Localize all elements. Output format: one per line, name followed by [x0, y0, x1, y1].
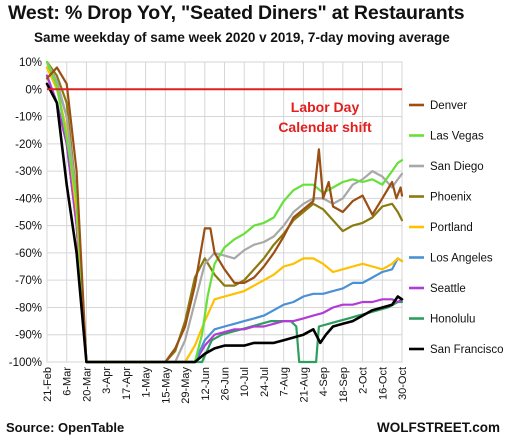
x-tick-label: 21-Feb	[42, 367, 54, 402]
annotation-label: Calendar shift	[278, 119, 372, 135]
x-tick-label: 26-Jun	[220, 367, 232, 401]
y-tick-label: -70%	[15, 275, 42, 287]
y-axis-tick-labels: 10% 0% -10% -20% -30% -40% -50% -60% -70% -80% -90…	[9, 57, 42, 369]
series-line-denver	[45, 66, 404, 364]
legend-label-san-diego: San Diego	[430, 161, 484, 173]
y-tick-label: -50%	[15, 221, 42, 233]
legend-label-phoenix: Phoenix	[430, 192, 472, 204]
y-tick-label: -60%	[15, 248, 42, 260]
y-tick-label: -90%	[15, 330, 42, 342]
series-line-san-francisco	[45, 82, 404, 364]
x-tick-label: 2-Oct	[358, 367, 370, 394]
y-tick-label: -20%	[15, 139, 42, 151]
legend-label-honolulu: Honolulu	[430, 314, 475, 326]
brand-watermark: WOLFSTREET.com	[376, 420, 500, 435]
x-tick-label: 3-Apr	[101, 367, 113, 394]
legend-label-portland: Portland	[430, 222, 473, 234]
chart-title: West: % Drop YoY, "Seated Diners" at Res…	[8, 2, 465, 24]
x-tick-label: 6-Mar	[62, 367, 74, 396]
annotation-label: Labor Day	[291, 99, 360, 115]
x-tick-label: 1-May	[141, 367, 153, 398]
y-tick-label: 0%	[25, 84, 42, 96]
x-tick-label: 7-Aug	[279, 367, 291, 396]
legend-label-las-vegas: Las Vegas	[430, 131, 484, 143]
x-axis-tick-labels: 21-Feb 6-Mar 20-Mar 3-Apr 17-Apr 1-May 15-May 2…	[42, 367, 409, 404]
x-tick-label: 4-Sep	[318, 367, 330, 396]
y-tick-label: -10%	[15, 112, 42, 124]
legend: Denver Las Vegas San Diego Phoenix Portland L…	[409, 100, 504, 356]
y-tick-label: -80%	[15, 302, 42, 314]
x-tick-label: 20-Mar	[81, 367, 93, 402]
x-tick-label: 12-Jun	[200, 367, 212, 401]
legend-label-san-francisco: San Francisco	[430, 344, 504, 356]
y-tick-label: 10%	[19, 57, 42, 69]
source-note: Source: OpenTable	[6, 420, 125, 435]
x-tick-label: 30-Oct	[397, 367, 409, 400]
x-tick-label: 21-Aug	[298, 367, 310, 402]
y-tick-label: -40%	[15, 193, 42, 205]
series-lines	[45, 60, 404, 364]
chart-subtitle: Same weekday of same week 2020 v 2019, 7…	[34, 30, 450, 45]
x-tick-label: 15-May	[160, 367, 172, 404]
gridlines	[46, 61, 403, 363]
x-tick-label: 29-May	[180, 367, 192, 404]
y-tick-label: -100%	[9, 357, 42, 369]
x-tick-label: 16-Oct	[377, 367, 389, 400]
x-tick-label: 18-Sep	[338, 367, 350, 402]
legend-label-los-angeles: Los Angeles	[430, 253, 493, 265]
x-tick-label: 17-Apr	[121, 367, 133, 400]
annotation-group: Labor Day Calendar shift	[278, 99, 372, 135]
y-tick-label: -30%	[15, 166, 42, 178]
x-tick-label: 24-Jul	[259, 367, 271, 397]
legend-label-denver: Denver	[430, 100, 467, 112]
legend-label-seattle: Seattle	[430, 283, 466, 295]
x-tick-label: 10-Jul	[239, 367, 251, 397]
